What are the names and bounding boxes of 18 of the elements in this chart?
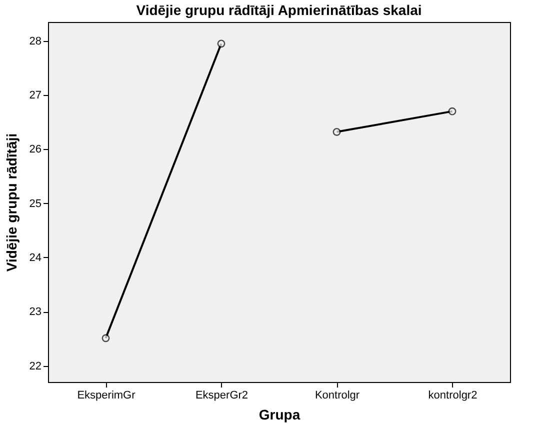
y-tick-label: 28 bbox=[29, 35, 42, 48]
y-tick-label: 25 bbox=[29, 198, 42, 210]
y-tick-label: 27 bbox=[29, 90, 42, 102]
x-tick-label: Kontrolgr bbox=[314, 390, 360, 402]
y-tick-label: 22 bbox=[29, 360, 42, 372]
point bbox=[102, 334, 110, 342]
chart-title: Vidējie grupu rādītāji Apmierinātības skalai bbox=[136, 2, 422, 18]
point bbox=[448, 107, 456, 116]
x-tick-label: kontrolgr2 bbox=[428, 390, 478, 402]
y-axis-title: Vidējie grupu rādītāji bbox=[3, 133, 20, 272]
point bbox=[217, 40, 226, 48]
x-axis-title: Grupa bbox=[258, 406, 300, 422]
x-tick-label: EksperimGr bbox=[77, 390, 136, 402]
point bbox=[332, 128, 341, 136]
y-tick-label: 26 bbox=[29, 144, 42, 156]
y-tick-label: 23 bbox=[29, 306, 42, 318]
y-tick-label: 24 bbox=[29, 252, 42, 264]
x-tick-label: EksperGr2 bbox=[195, 390, 248, 402]
